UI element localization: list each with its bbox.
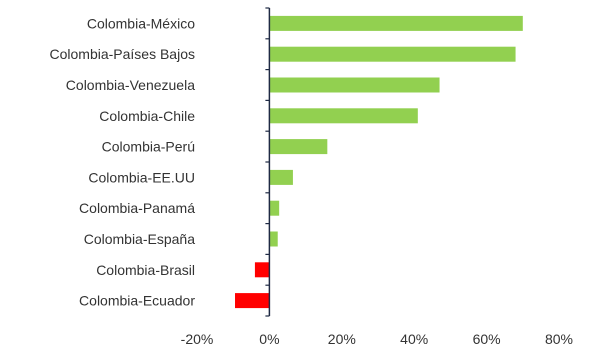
category-label: Colombia-Panamá (79, 200, 195, 216)
category-label: Colombia-Venezuela (66, 77, 195, 93)
x-tick-label: 20% (328, 331, 356, 347)
category-label: Colombia-Brasil (96, 262, 195, 278)
category-label: Colombia-México (87, 15, 195, 31)
bar (269, 46, 516, 62)
x-tick-label: 60% (473, 331, 501, 347)
bars (235, 15, 523, 309)
category-label: Colombia-Países Bajos (49, 46, 195, 62)
bar (269, 139, 328, 155)
category-label: Colombia-EE.UU (88, 169, 195, 185)
bar (269, 169, 293, 185)
bar (269, 15, 523, 31)
y-axis (265, 7, 271, 317)
bar (269, 231, 278, 247)
category-label: Colombia-España (84, 231, 195, 247)
bar (269, 200, 280, 216)
x-tick-label: 40% (400, 331, 428, 347)
category-label: Colombia-Ecuador (79, 293, 195, 309)
category-label: Colombia-Chile (99, 108, 195, 124)
bar (254, 262, 270, 278)
x-tick-label: 80% (545, 331, 573, 347)
category-label: Colombia-Perú (102, 139, 195, 155)
bar (269, 77, 440, 93)
bar (269, 108, 418, 124)
category-labels: Colombia-México Colombia-Países Bajos Colo… (49, 15, 195, 308)
bar (235, 293, 270, 309)
x-tick-labels: -20% 0% 20% 40% 60% 80% (181, 331, 573, 347)
x-tick-label: -20% (181, 331, 214, 347)
x-tick-label: 0% (259, 331, 279, 347)
